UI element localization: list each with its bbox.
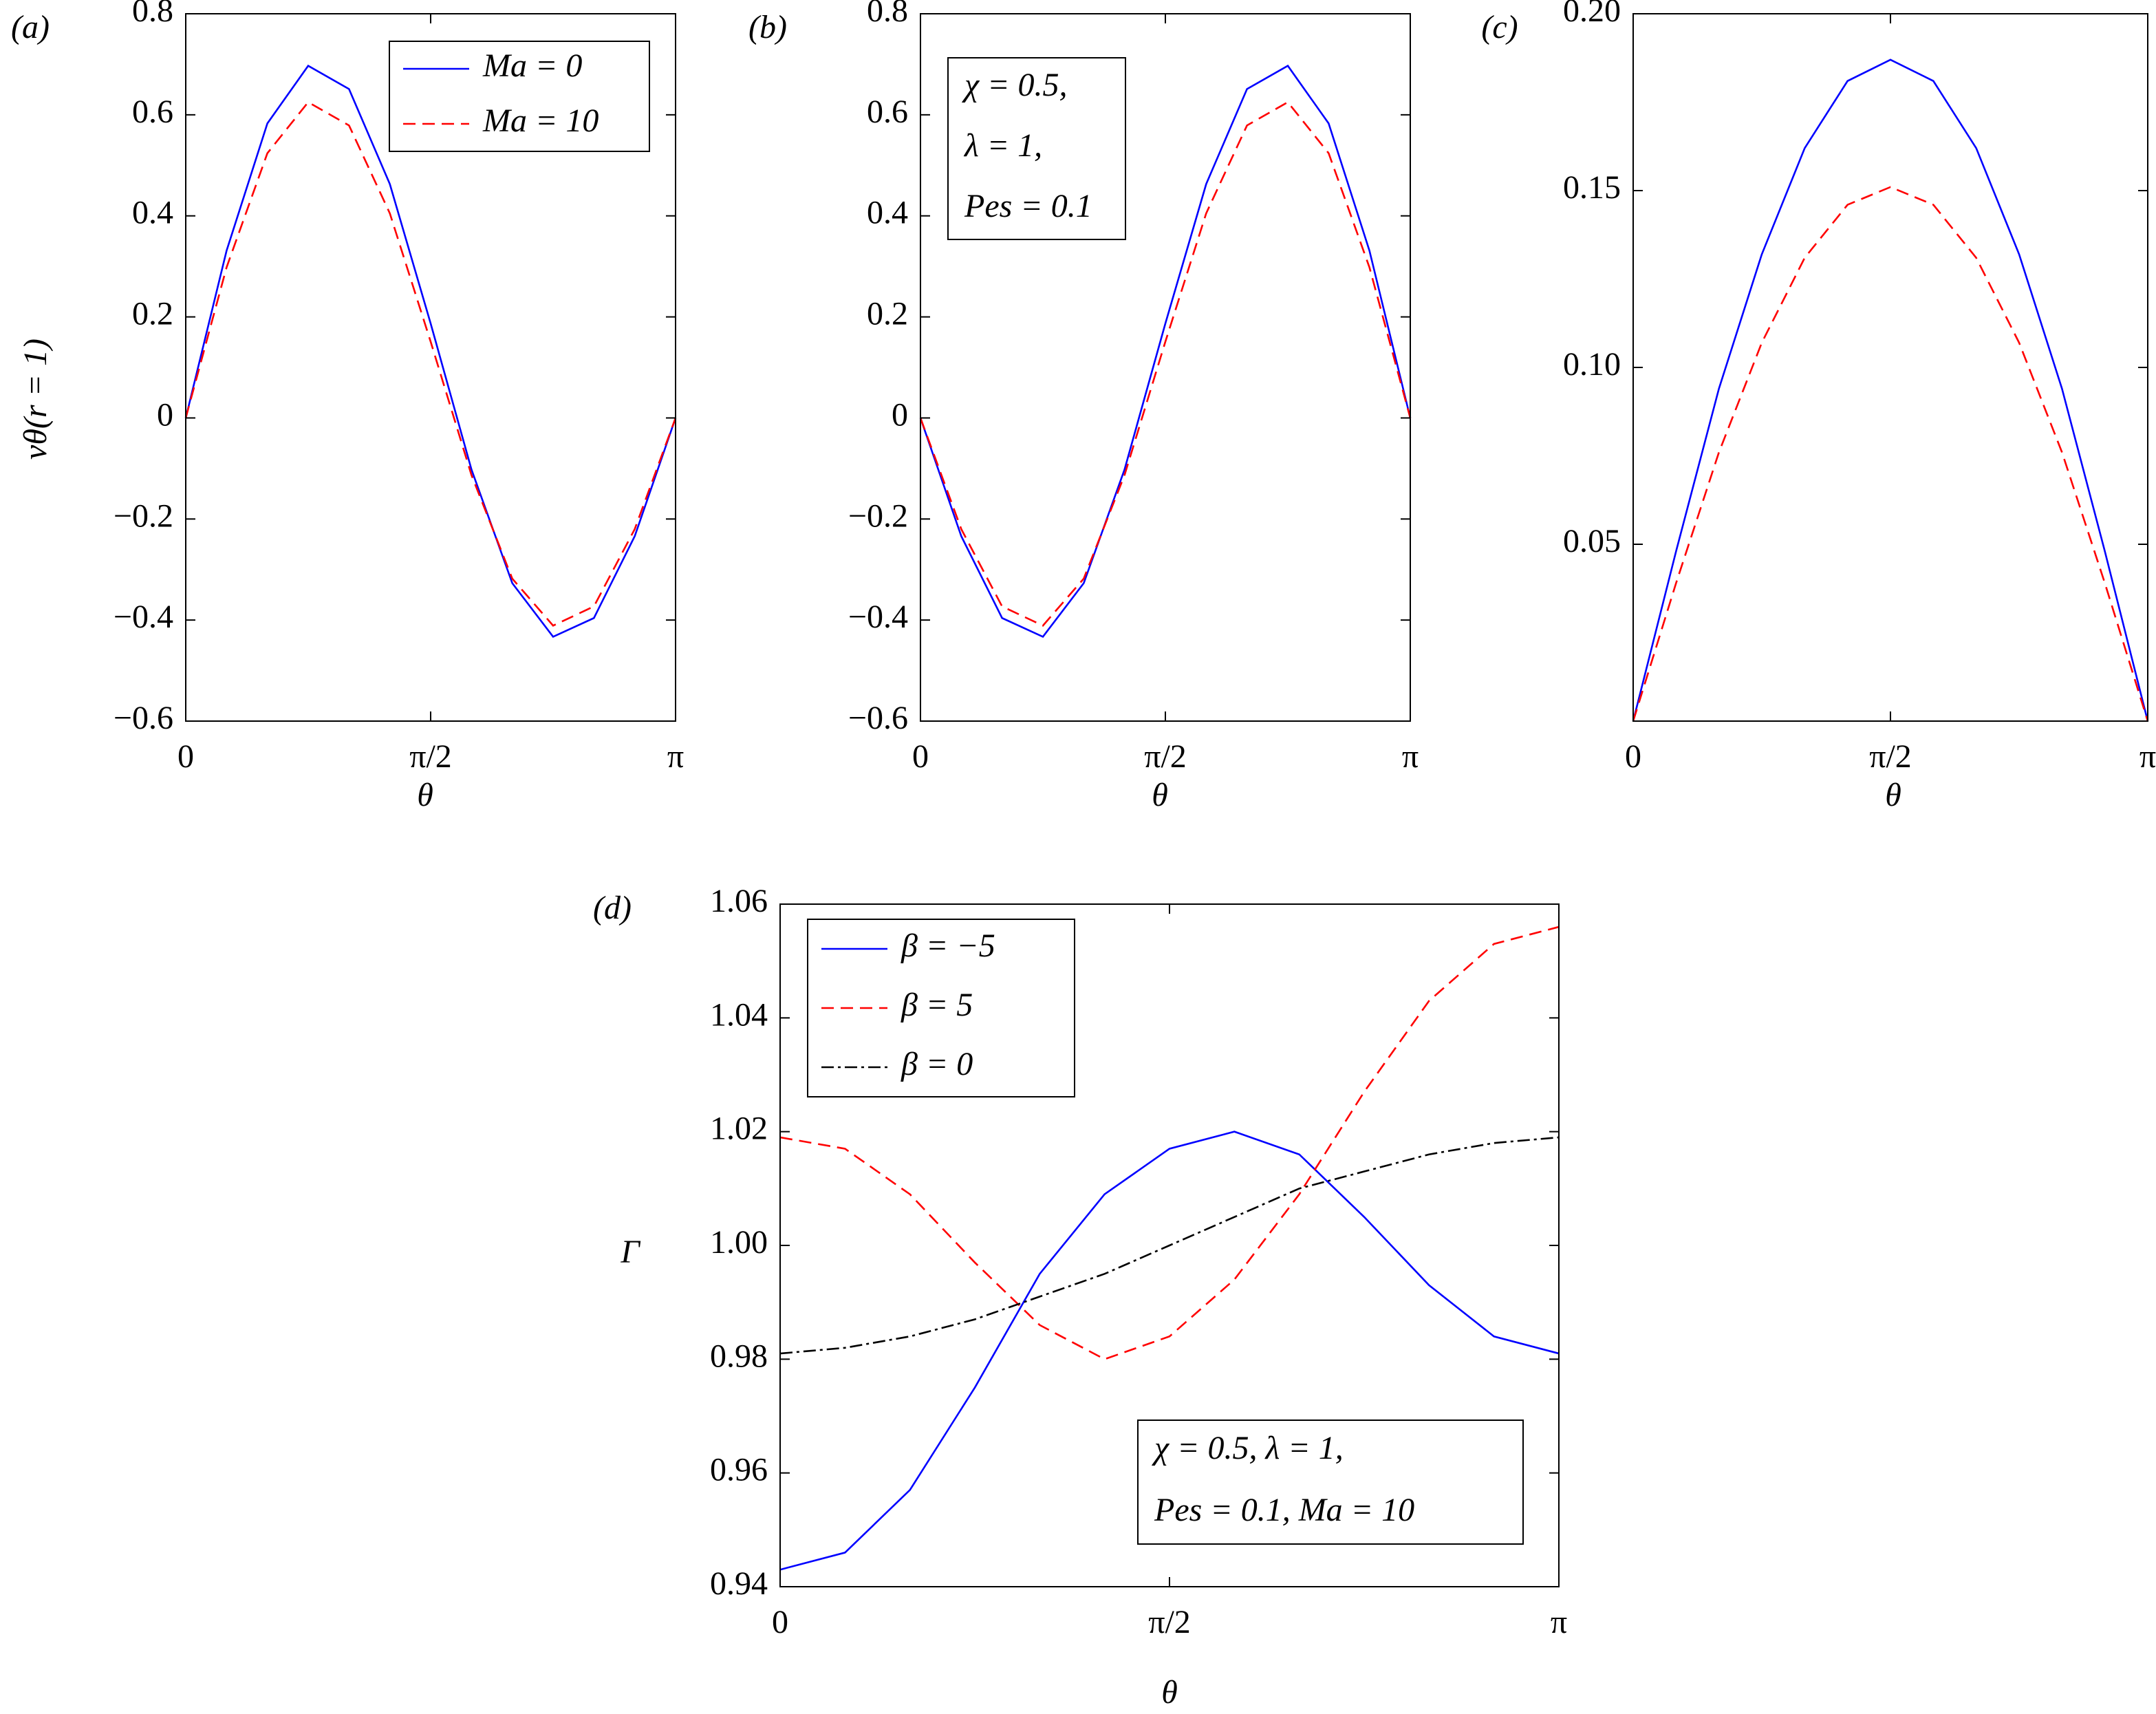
annotation-box [947,57,1126,240]
x-axis-label: θ [417,777,433,813]
panel-label: (d) [593,890,632,926]
annotation: χ = 0.5, λ = 1, [1152,1430,1344,1466]
y-tick-label: 0.20 [1563,0,1621,29]
line-series [779,1136,1560,1355]
y-tick-label: 1.00 [710,1224,768,1261]
y-tick-label: −0.4 [114,599,173,635]
panel: −0.6 −0.4 −0.2 0 0.2 0.4 0.6 0.8 0 π/2 π (a) θ vθ(r =… [11,0,684,813]
panel-label: (a) [11,9,50,45]
y-tick-label: 0.6 [867,94,908,130]
y-axis-label: vθ(r = 1) [17,339,54,460]
y-tick-label: −0.6 [848,700,908,736]
y-tick-label: 0.98 [710,1338,768,1374]
x-tick-label: 0 [912,738,929,775]
y-tick-label: 0.94 [710,1565,768,1602]
x-axis-label: θ [1161,1674,1178,1711]
line-series [1632,58,2149,722]
legend-label: Ma = 0 [482,47,582,84]
panel-label: (b) [748,9,787,45]
x-tick-label: π/2 [1144,738,1187,775]
y-tick-label: 0.15 [1563,169,1621,206]
x-tick-label: π [2139,738,2156,775]
y-tick-label: −0.6 [114,700,173,736]
y-tick-label: 0 [157,396,173,433]
panel-label: (c) [1481,9,1518,45]
x-tick-label: π/2 [1148,1604,1191,1640]
line-series [919,64,1412,638]
x-tick-label: π/2 [409,738,452,775]
y-tick-label: −0.2 [848,497,908,534]
line-series [779,1131,1560,1571]
y-tick-label: 0.6 [132,94,173,130]
y-tick-label: −0.2 [114,497,173,534]
x-tick-label: π [1551,1604,1567,1640]
annotation: Pes = 0.1, Ma = 10 [1154,1492,1414,1528]
x-tick-label: π [1402,738,1419,775]
x-tick-label: π [667,738,684,775]
x-axis-label: θ [1885,777,1901,813]
y-tick-label: 1.04 [710,996,768,1033]
legend-label: β = −5 [901,928,995,964]
x-tick-label: π/2 [1869,738,1912,775]
line-series [1632,186,2149,722]
y-tick-label: 1.02 [710,1111,768,1147]
annotation: Pes = 0.1 [964,188,1092,224]
y-tick-label: 1.06 [710,883,768,919]
y-tick-label: 0.2 [132,296,173,332]
y-axis-label: Γ [620,1234,640,1270]
y-tick-label: 0.8 [867,0,908,29]
line-series [779,925,1560,1360]
legend-label: β = 5 [901,987,973,1023]
y-tick-label: 0.96 [710,1452,768,1488]
y-tick-label: −0.4 [848,599,908,635]
axes-frame [1632,13,2148,722]
y-tick-label: 0 [892,396,908,433]
annotation-box [1137,1420,1524,1545]
x-tick-label: 0 [177,738,194,775]
line-series [184,100,677,627]
y-tick-label: 0.4 [867,195,908,231]
x-tick-label: 0 [1625,738,1641,775]
panel: 0.94 0.96 0.98 1.00 1.02 1.04 1.06 0 π/2 π (d) θ Γβ … [593,883,1567,1711]
legend-box [389,41,650,152]
y-tick-label: 0.8 [132,0,173,29]
panel: −0.6 −0.4 −0.2 0 0.2 0.4 0.6 0.8 0 π/2 π (b) θ χ = 0.… [748,0,1419,813]
panel: 0.05 0.10 0.15 0.20 0 π/2 π (c) θ [1481,0,2156,813]
y-tick-label: 0.10 [1563,346,1621,383]
y-tick-label: 0.2 [867,296,908,332]
x-axis-label: θ [1152,777,1168,813]
annotation: λ = 1, [963,127,1042,164]
legend-label: β = 0 [901,1046,973,1082]
y-tick-label: 0.4 [132,195,173,231]
y-tick-label: 0.05 [1563,523,1621,559]
annotation: χ = 0.5, [962,67,1068,103]
legend-label: Ma = 10 [482,103,599,139]
line-series [919,100,1412,627]
line-series [184,64,677,638]
x-tick-label: 0 [772,1604,788,1640]
